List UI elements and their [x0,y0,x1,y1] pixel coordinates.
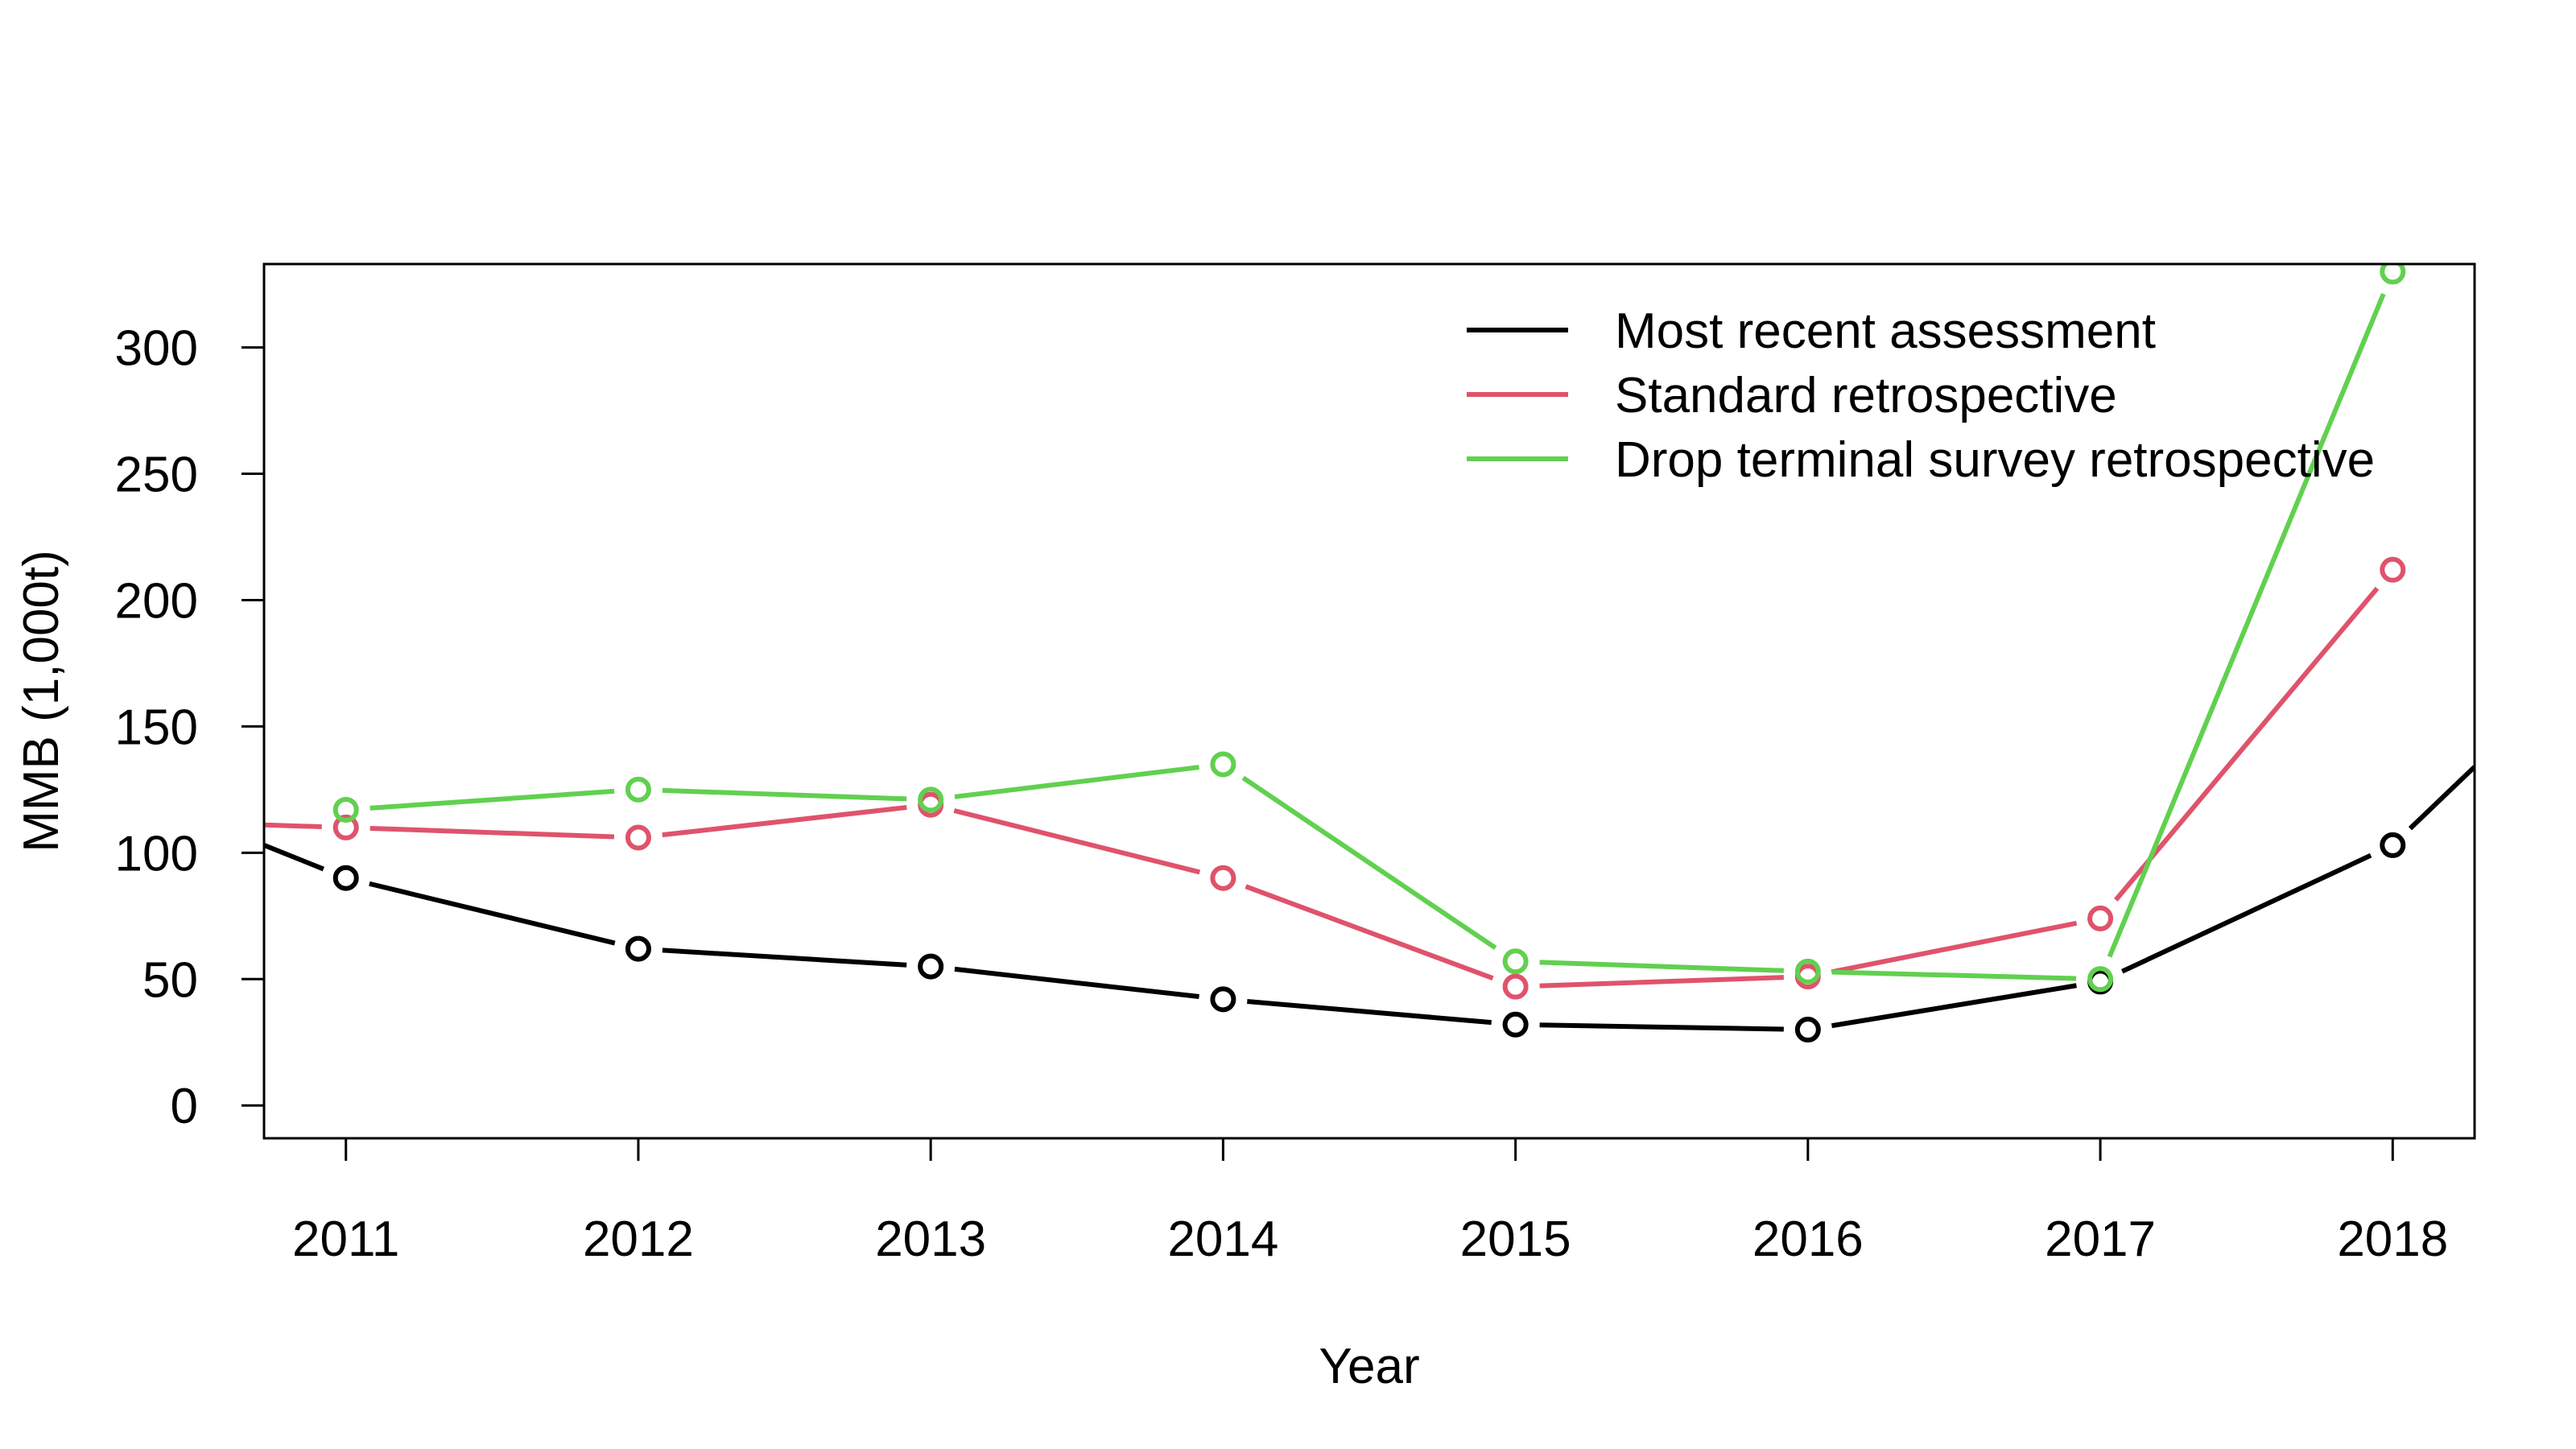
series-line-segment [264,843,324,872]
y-tick-label: 300 [115,321,198,377]
series-line-segment [2408,765,2475,831]
series-line-segment [1245,884,1494,981]
data-point [1502,1011,1529,1038]
data-point [2380,832,2406,858]
axes-layer: 2011 2012 2013 2014 2015 2016 2017 2018 0 50 100 15… [115,321,2449,1267]
data-point [1210,986,1236,1013]
series-line-segment [662,805,907,838]
x-tick-label: 2014 [1167,1212,1278,1267]
series-1 [264,765,2475,1043]
x-tick-label: 2013 [875,1212,986,1267]
data-point [1502,973,1529,1000]
series-line-segment [954,966,1199,1000]
y-tick-label: 0 [171,1079,198,1134]
legend: Most recent assessment Standard retrospec… [1467,303,2375,488]
series-line-segment [1831,920,2078,975]
series-line-segment [2120,852,2372,974]
y-tick-label: 50 [142,952,198,1008]
legend-label: Standard retrospective [1615,368,2117,423]
series-3 [332,264,2406,993]
data-point [2380,264,2406,285]
series-line-segment [662,947,907,968]
y-tick-label: 250 [115,448,198,503]
data-point [2087,905,2114,931]
x-tick-label: 2011 [292,1212,399,1267]
series-line-segment [1539,1022,1784,1032]
series-line-segment [369,825,615,840]
x-axis-label: Year [1319,1339,1419,1394]
x-tick-label: 2018 [2337,1212,2448,1267]
x-tick-label: 2012 [583,1212,694,1267]
y-tick-label: 150 [115,700,198,755]
x-tick-label: 2017 [2045,1212,2156,1267]
data-point [1502,948,1529,975]
x-tick-label: 2015 [1460,1212,1571,1267]
x-tick-label: 2016 [1752,1212,1864,1267]
series-line-segment [1831,983,2077,1029]
data-point [625,776,651,803]
data-point [1794,1017,1821,1043]
data-point [625,824,651,851]
series-line-segment [369,881,616,946]
series-line-segment [2114,586,2380,902]
data-point [332,796,359,823]
data-point [1210,865,1236,891]
series-line-segment [953,808,1201,875]
legend-label: Most recent assessment [1615,303,2156,359]
series-line-segment [264,822,322,830]
series-line-segment [1831,969,2077,981]
data-point [332,814,359,840]
data-point [2087,966,2114,993]
y-tick-label: 200 [115,573,198,629]
series-line-segment [1539,975,1784,989]
series-2 [264,556,2406,1000]
series-line-segment [662,787,907,802]
data-point [918,786,944,813]
data-point [1210,751,1236,778]
data-point [625,935,651,962]
data-point [918,953,944,980]
legend-label: Drop terminal survey retrospective [1615,432,2375,488]
series-line-segment [2107,292,2386,958]
series-layer [264,264,2475,1043]
y-axis-label: MMB (1,000t) [14,550,69,852]
series-line-segment [1247,998,1492,1026]
data-point [1794,958,1821,985]
plot-frame [262,262,2476,1140]
data-point [332,865,359,891]
series-line-segment [1241,775,1497,951]
series-line-segment [1539,960,1784,973]
data-point [2380,556,2406,583]
y-tick-label: 100 [115,826,198,881]
series-line-segment [954,765,1199,799]
series-line-segment [369,788,615,811]
